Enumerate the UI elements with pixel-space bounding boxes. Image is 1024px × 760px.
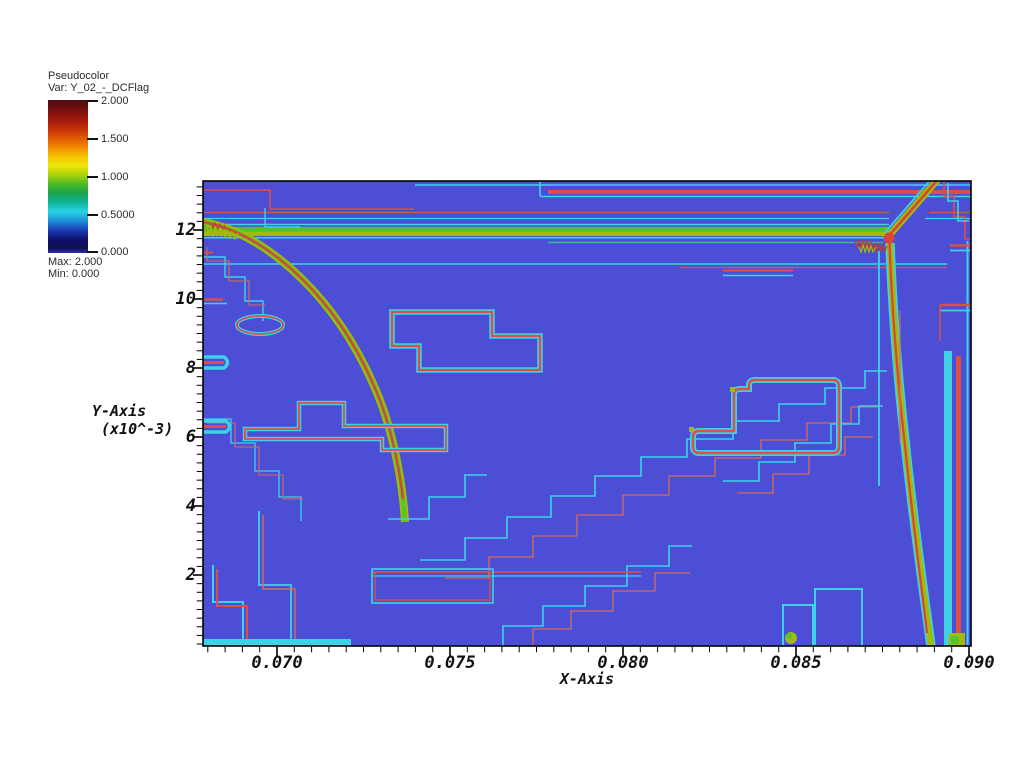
colorbar-tick: [87, 251, 98, 253]
colorbar-tick: [87, 176, 98, 178]
plot-frame: [202, 180, 972, 647]
colorbar-tick-label-2: 1.000: [101, 171, 129, 183]
colorbar-tick-label-4: 0.000: [101, 246, 129, 258]
x-tick-label-2: 0.080: [597, 653, 649, 673]
y-tick-label-1: 10: [175, 289, 196, 309]
pseudocolor-legend: Pseudocolor Var: Y_02_-_DCFlag: [48, 70, 188, 285]
colorbar-tick: [87, 138, 98, 140]
y-tick-label-2: 8: [185, 358, 196, 378]
y-tick-label-0: 12: [175, 220, 196, 240]
legend-max-label: Max: 2.000: [48, 256, 103, 268]
colorbar-tick-label-0: 2.000: [101, 95, 129, 107]
y-tick-label-5: 2: [185, 565, 196, 585]
y-axis-subtitle: (x10^-3): [101, 420, 174, 438]
legend-var-label: Var: Y_02_-_DCFlag: [48, 82, 150, 94]
colorbar-tick: [87, 214, 98, 216]
colorbar-tick-label-1: 1.500: [101, 133, 129, 145]
x-tick-label-3: 0.085: [770, 653, 822, 673]
legend-min-label: Min: 0.000: [48, 268, 100, 280]
axis-ticks: [193, 186, 970, 656]
x-tick-label-1: 0.075: [424, 653, 476, 673]
colorbar-tick: [87, 100, 98, 102]
y-tick-label-4: 4: [185, 496, 196, 516]
pseudocolor-field[interactable]: [203, 177, 971, 646]
x-tick-label-4: 0.090: [943, 653, 995, 673]
x-tick-label-0: 0.070: [251, 653, 303, 673]
legend-title: Pseudocolor: [48, 70, 110, 82]
x-axis-title: X-Axis: [559, 670, 615, 688]
y-axis-title: Y-Axis: [92, 402, 147, 420]
y-tick-label-3: 6: [185, 427, 196, 447]
colorbar: [48, 100, 88, 253]
colorbar-tick-label-3: 0.5000: [101, 209, 135, 221]
